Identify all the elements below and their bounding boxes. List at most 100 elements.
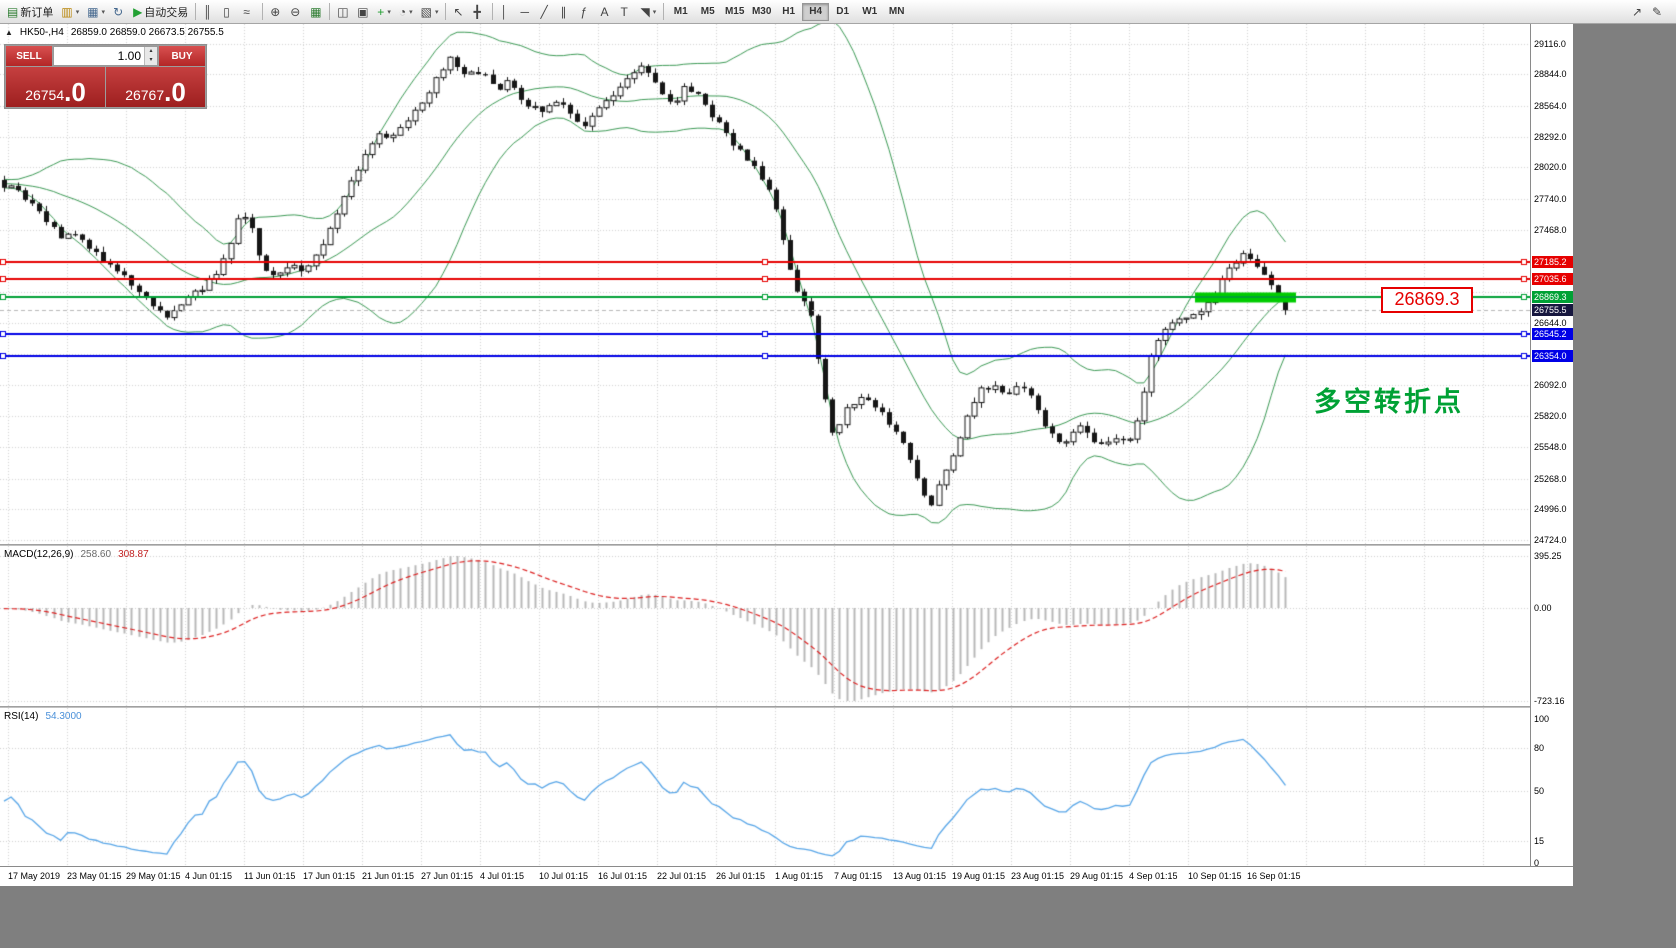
timeframe-m1-button[interactable]: M1 — [667, 3, 694, 21]
arrows-button[interactable]: ◥ ▾ — [636, 2, 660, 22]
candlestick-chart-button[interactable]: ▯ — [219, 2, 239, 22]
periods-icon: ◔ — [398, 4, 407, 19]
timeframe-mn-button[interactable]: MN — [883, 3, 910, 21]
timeframe-h4-button[interactable]: H4 — [802, 2, 830, 21]
time-axis: 17 May 2019 23 May 01:15 29 May 01:15 4 Jun… — [0, 866, 1573, 886]
rsi-panel-canvas[interactable] — [0, 708, 1530, 866]
pivot-line-label: 26869.3 — [1532, 291, 1573, 303]
label-button[interactable]: T — [616, 2, 636, 22]
timeframe-w1-button[interactable]: W1 — [856, 3, 883, 21]
channel-button[interactable]: ∥ — [556, 2, 576, 22]
vertical-line-icon: │ — [500, 4, 508, 19]
toolbar-separator — [262, 3, 264, 20]
candlestick-chart-icon: ▯ — [223, 4, 230, 19]
buy-price-int: 26767 — [125, 87, 165, 103]
price-scale-label: 24724.0 — [1534, 535, 1567, 545]
auto-scroll-icon: ◫ — [337, 4, 349, 19]
tile-windows-icon: ▦ — [310, 4, 322, 19]
community-button[interactable]: ✎ — [1648, 2, 1668, 22]
macd-label: MACD(12,26,9) — [4, 549, 74, 560]
volume-down-button[interactable]: ▾ — [145, 56, 157, 65]
bar-chart-icon: ║ — [203, 4, 212, 19]
macd-scale-label: -723.16 — [1534, 696, 1565, 706]
new-order-button-label: 新订单 — [20, 6, 54, 19]
volume-up-button[interactable]: ▴ — [145, 47, 157, 56]
fibonacci-button[interactable]: ƒ — [576, 2, 596, 22]
macd-panel-canvas[interactable] — [0, 546, 1530, 706]
caret-down-icon: ▾ — [101, 8, 106, 16]
toolbar-button-groups: ▤ 新订单 ▥ ▾ ▦ ▾ ↻ ▶ 自动交易 ║ ▯ ≈ ⊕ ⊖ ▦ ◫ ▣ + ▾ ◔ ▾ ▧ ▾ ↖ ╋ │ ─ ╱ ∥ ƒ A T ◥ ▾ — [3, 0, 660, 23]
caret-down-icon: ▾ — [409, 8, 413, 16]
buy-price-display[interactable]: 26767.0 — [106, 67, 205, 107]
chart-symbol-period: HK50-,H4 — [19, 27, 64, 38]
macd-splitter[interactable] — [0, 544, 1573, 546]
crosshair-button[interactable]: ╋ — [469, 2, 489, 22]
time-axis-label: 26 Jul 01:15 — [716, 871, 766, 881]
zoom-out-button[interactable]: ⊖ — [286, 2, 306, 22]
cursor-button[interactable]: ↖ — [449, 2, 469, 22]
buy-price-frac: .0 — [164, 77, 186, 108]
community-icon: ✎ — [1652, 4, 1663, 19]
timeframe-m15-button[interactable]: M15 — [721, 3, 748, 21]
auto-scroll-button[interactable]: ◫ — [333, 2, 353, 22]
price-scale-label: 28292.0 — [1534, 132, 1567, 142]
time-axis-label: 16 Sep 01:15 — [1247, 871, 1301, 881]
rsi-scale-label: 100 — [1534, 714, 1550, 724]
one-click-toggle-icon[interactable]: ▲ — [5, 28, 13, 37]
price-scale-label: 25548.0 — [1534, 442, 1567, 452]
sell-price-display[interactable]: 26754.0 — [6, 67, 105, 107]
price-scale-label: 25820.0 — [1534, 411, 1567, 421]
chart-shift-button[interactable]: ▣ — [353, 2, 373, 22]
line-chart-button[interactable]: ≈ — [239, 2, 259, 22]
time-axis-label: 4 Jul 01:15 — [480, 871, 525, 881]
horizontal-line-icon: ─ — [520, 4, 529, 19]
time-axis-label: 4 Jun 01:15 — [185, 871, 233, 881]
volume-input[interactable]: 1.00 — [117, 49, 141, 63]
text-button[interactable]: A — [596, 2, 616, 22]
rsi-scale-label: 15 — [1534, 836, 1545, 846]
resistance-line-2-label: 27035.6 — [1532, 273, 1573, 285]
price-scale-label: 28564.0 — [1534, 101, 1567, 111]
periods-button[interactable]: ◔ ▾ — [395, 2, 417, 22]
sell-button[interactable]: SELL — [6, 46, 52, 66]
vertical-line-button[interactable]: │ — [496, 2, 516, 22]
help-pointer-icon: ↗ — [1632, 4, 1643, 19]
main-toolbar: ▤ 新订单 ▥ ▾ ▦ ▾ ↻ ▶ 自动交易 ║ ▯ ≈ ⊕ ⊖ ▦ ◫ ▣ + ▾ ◔ ▾ ▧ ▾ ↖ ╋ │ ─ ╱ ∥ ƒ A T ◥ ▾ … — [0, 0, 1676, 24]
sell-price-int: 26754 — [25, 87, 65, 103]
timeframe-m30-button[interactable]: M30 — [748, 3, 775, 21]
new-chart-button[interactable]: ▥ ▾ — [57, 2, 83, 22]
bar-chart-button[interactable]: ║ — [199, 2, 219, 22]
profiles-button[interactable]: ▦ ▾ — [83, 2, 109, 22]
text-icon: A — [600, 4, 609, 19]
toolbar-right-group: ↗ ✎ — [1628, 0, 1673, 23]
price-scale-label: 27468.0 — [1534, 225, 1567, 235]
new-order-button[interactable]: ▤ 新订单 — [3, 2, 57, 22]
refresh-button[interactable]: ↻ — [109, 2, 129, 22]
time-axis-label: 13 Aug 01:15 — [893, 871, 947, 881]
autotrading-button[interactable]: ▶ 自动交易 — [129, 2, 192, 22]
tile-windows-button[interactable]: ▦ — [306, 2, 326, 22]
macd-value-main: 258.60 — [80, 549, 112, 560]
timeframe-h1-button[interactable]: H1 — [775, 3, 802, 21]
autotrading-icon: ▶ — [133, 4, 143, 19]
caret-down-icon: ▾ — [387, 8, 391, 16]
price-callout[interactable]: 26869.3 — [1381, 287, 1473, 313]
trendline-button[interactable]: ╱ — [536, 2, 556, 22]
help-pointer-button[interactable]: ↗ — [1628, 2, 1648, 22]
price-chart-canvas[interactable] — [0, 24, 1530, 544]
indicators-button[interactable]: + ▾ — [373, 2, 395, 22]
zoom-in-button[interactable]: ⊕ — [266, 2, 286, 22]
rsi-value: 54.3000 — [45, 711, 82, 722]
resistance-line-1-label: 27185.2 — [1532, 256, 1573, 268]
timeframe-d1-button[interactable]: D1 — [829, 3, 856, 21]
timeframe-m5-button[interactable]: M5 — [694, 3, 721, 21]
annotation-text[interactable]: 多空转折点 — [1314, 387, 1464, 417]
horizontal-line-button[interactable]: ─ — [516, 2, 536, 22]
templates-button[interactable]: ▧ ▾ — [417, 2, 443, 22]
time-axis-label: 4 Sep 01:15 — [1129, 871, 1178, 881]
buy-button[interactable]: BUY — [159, 46, 205, 66]
channel-icon: ∥ — [560, 4, 567, 19]
rsi-splitter[interactable] — [0, 706, 1573, 708]
toolbar-separator — [195, 3, 197, 20]
rsi-scale-label: 80 — [1534, 743, 1545, 753]
